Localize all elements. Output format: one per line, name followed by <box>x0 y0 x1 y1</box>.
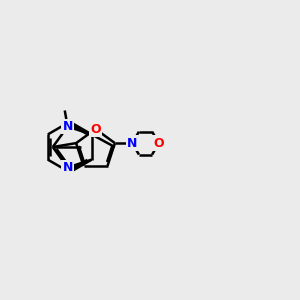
Text: N: N <box>62 161 73 174</box>
Text: N: N <box>62 120 73 133</box>
Text: O: O <box>153 136 164 150</box>
Text: O: O <box>90 122 101 136</box>
Text: N: N <box>127 136 137 150</box>
